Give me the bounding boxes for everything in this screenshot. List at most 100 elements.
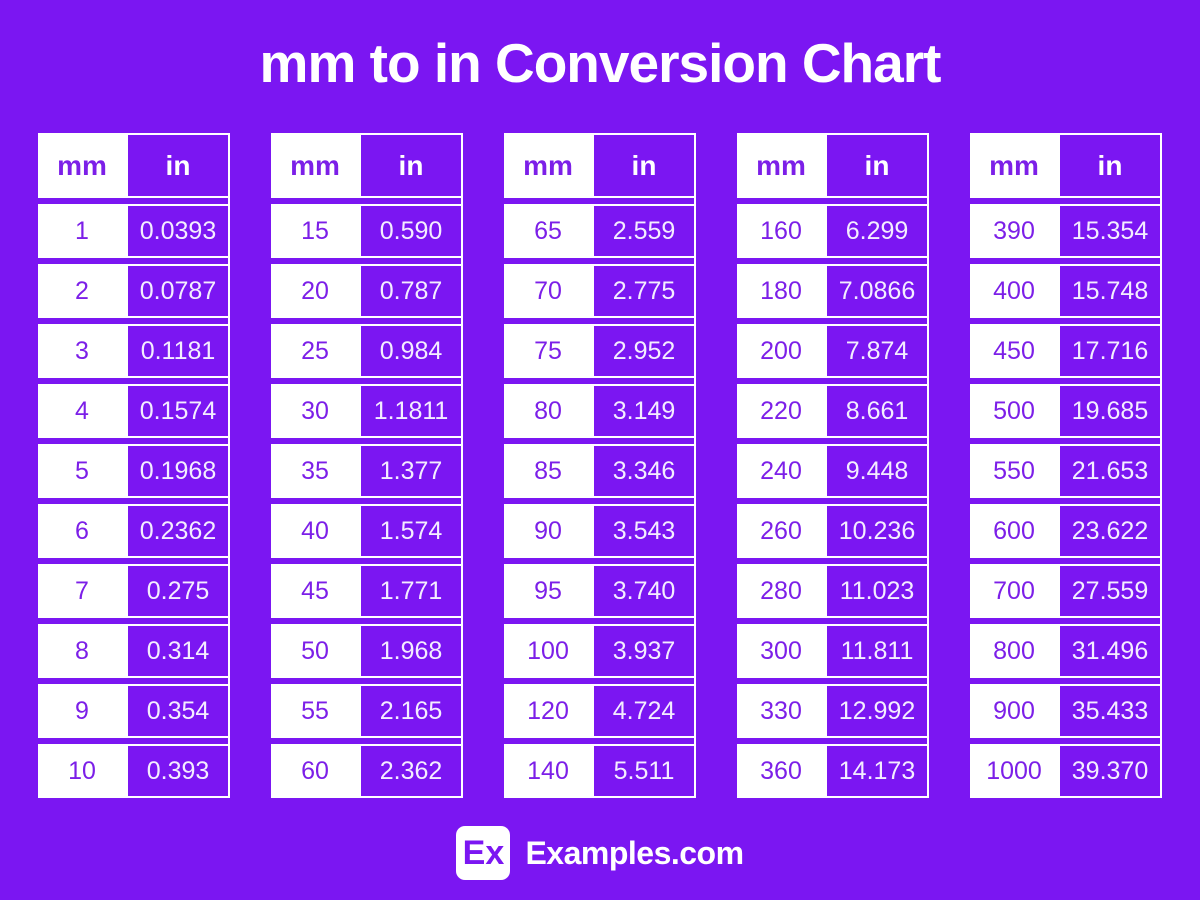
in-value-cell: 11.811	[825, 624, 929, 678]
table-row: 7 0.275	[38, 564, 230, 618]
in-value-cell: 4.724	[592, 684, 696, 738]
mm-value-cell: 20	[271, 264, 359, 318]
mm-value-cell: 200	[737, 324, 825, 378]
table-row: 360 14.173	[737, 744, 929, 798]
table-row: 5 0.1968	[38, 444, 230, 498]
mm-value-cell: 6	[38, 504, 126, 558]
column-header-in: in	[592, 133, 696, 198]
table-row: 100 3.937	[504, 624, 696, 678]
table-row: 10 0.393	[38, 744, 230, 798]
in-value-cell: 23.622	[1058, 504, 1162, 558]
conversion-table-3: mm in 65 2.559 70 2.775 75 2.952 80 3.149 85 3.346 9…	[504, 133, 696, 798]
in-value-cell: 0.393	[126, 744, 230, 798]
mm-value-cell: 900	[970, 684, 1058, 738]
mm-value-cell: 70	[504, 264, 592, 318]
mm-value-cell: 360	[737, 744, 825, 798]
column-header-mm: mm	[504, 133, 592, 198]
table-row: 120 4.724	[504, 684, 696, 738]
mm-value-cell: 240	[737, 444, 825, 498]
mm-value-cell: 220	[737, 384, 825, 438]
table-row: 800 31.496	[970, 624, 1162, 678]
column-header-in: in	[359, 133, 463, 198]
mm-value-cell: 5	[38, 444, 126, 498]
mm-value-cell: 75	[504, 324, 592, 378]
table-row: 90 3.543	[504, 504, 696, 558]
in-value-cell: 2.775	[592, 264, 696, 318]
table-row: 9 0.354	[38, 684, 230, 738]
in-value-cell: 0.275	[126, 564, 230, 618]
mm-value-cell: 95	[504, 564, 592, 618]
mm-value-cell: 30	[271, 384, 359, 438]
table-row: 700 27.559	[970, 564, 1162, 618]
table-row: 600 23.622	[970, 504, 1162, 558]
mm-value-cell: 140	[504, 744, 592, 798]
table-row: 200 7.874	[737, 324, 929, 378]
table-row: 40 1.574	[271, 504, 463, 558]
mm-value-cell: 50	[271, 624, 359, 678]
in-value-cell: 3.937	[592, 624, 696, 678]
table-row: 30 1.1811	[271, 384, 463, 438]
in-value-cell: 0.0787	[126, 264, 230, 318]
in-value-cell: 14.173	[825, 744, 929, 798]
table-header-row: mm in	[970, 133, 1162, 198]
conversion-table-4: mm in 160 6.299 180 7.0866 200 7.874 220 8.661 240…	[737, 133, 929, 798]
in-value-cell: 1.771	[359, 564, 463, 618]
mm-value-cell: 330	[737, 684, 825, 738]
mm-value-cell: 700	[970, 564, 1058, 618]
in-value-cell: 15.354	[1058, 204, 1162, 258]
in-value-cell: 2.165	[359, 684, 463, 738]
mm-value-cell: 8	[38, 624, 126, 678]
in-value-cell: 0.1574	[126, 384, 230, 438]
in-value-cell: 0.1181	[126, 324, 230, 378]
in-value-cell: 31.496	[1058, 624, 1162, 678]
table-row: 220 8.661	[737, 384, 929, 438]
table-row: 75 2.952	[504, 324, 696, 378]
mm-value-cell: 390	[970, 204, 1058, 258]
conversion-tables: mm in 1 0.0393 2 0.0787 3 0.1181 4 0.1574 5 0.1968 6…	[0, 133, 1200, 798]
site-name: Examples.com	[525, 834, 744, 871]
in-value-cell: 1.1811	[359, 384, 463, 438]
in-value-cell: 2.952	[592, 324, 696, 378]
in-value-cell: 5.511	[592, 744, 696, 798]
table-row: 260 10.236	[737, 504, 929, 558]
table-row: 60 2.362	[271, 744, 463, 798]
table-row: 500 19.685	[970, 384, 1162, 438]
in-value-cell: 1.968	[359, 624, 463, 678]
mm-value-cell: 450	[970, 324, 1058, 378]
table-row: 70 2.775	[504, 264, 696, 318]
table-row: 160 6.299	[737, 204, 929, 258]
table-row: 300 11.811	[737, 624, 929, 678]
in-value-cell: 1.377	[359, 444, 463, 498]
table-header-row: mm in	[737, 133, 929, 198]
mm-value-cell: 80	[504, 384, 592, 438]
table-row: 4 0.1574	[38, 384, 230, 438]
mm-value-cell: 280	[737, 564, 825, 618]
in-value-cell: 2.559	[592, 204, 696, 258]
mm-value-cell: 2	[38, 264, 126, 318]
page-title: mm to in Conversion Chart	[259, 32, 942, 94]
table-row: 8 0.314	[38, 624, 230, 678]
in-value-cell: 1.574	[359, 504, 463, 558]
mm-value-cell: 40	[271, 504, 359, 558]
column-header-in: in	[825, 133, 929, 198]
table-header-row: mm in	[504, 133, 696, 198]
table-header-row: mm in	[271, 133, 463, 198]
in-value-cell: 27.559	[1058, 564, 1162, 618]
mm-value-cell: 85	[504, 444, 592, 498]
mm-value-cell: 550	[970, 444, 1058, 498]
table-row: 85 3.346	[504, 444, 696, 498]
mm-value-cell: 4	[38, 384, 126, 438]
table-row: 15 0.590	[271, 204, 463, 258]
in-value-cell: 3.543	[592, 504, 696, 558]
mm-value-cell: 55	[271, 684, 359, 738]
table-row: 35 1.377	[271, 444, 463, 498]
in-value-cell: 17.716	[1058, 324, 1162, 378]
in-value-cell: 0.0393	[126, 204, 230, 258]
in-value-cell: 7.874	[825, 324, 929, 378]
column-header-mm: mm	[970, 133, 1058, 198]
table-row: 80 3.149	[504, 384, 696, 438]
mm-value-cell: 7	[38, 564, 126, 618]
in-value-cell: 15.748	[1058, 264, 1162, 318]
table-row: 140 5.511	[504, 744, 696, 798]
